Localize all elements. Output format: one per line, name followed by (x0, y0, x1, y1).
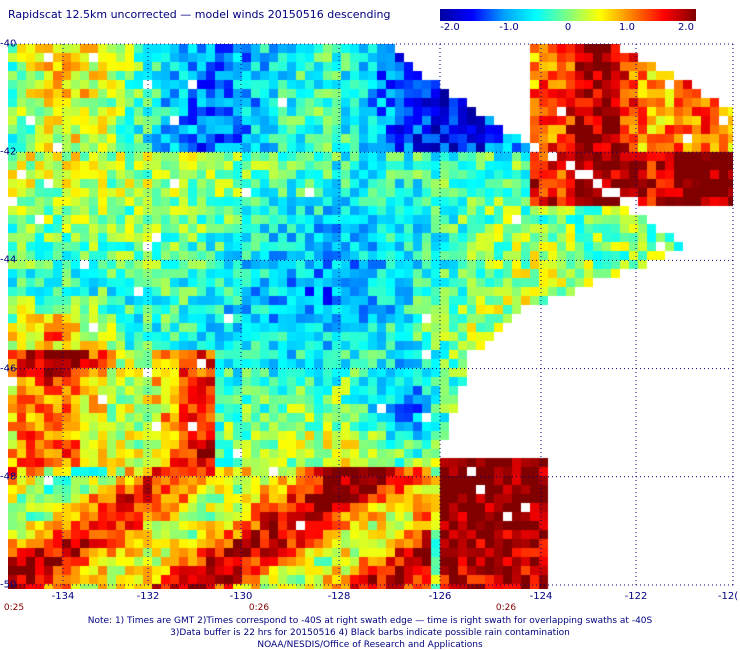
latitude-label: -48 (0, 471, 17, 483)
longitude-label: -132 (136, 591, 160, 602)
longitude-label: -134 (51, 591, 75, 602)
longitude-label: -12( (717, 591, 739, 602)
swath-time-label: 0:26 (495, 603, 517, 613)
note-line-2: 3)Data buffer is 22 hrs for 20150516 4) … (170, 628, 570, 638)
longitude-label: -126 (428, 591, 452, 602)
colorbar-tick-label: 1.0 (619, 22, 635, 33)
longitude-label: -128 (327, 591, 351, 602)
latitude-label: -44 (0, 254, 17, 266)
note-line-3: NOAA/NESDIS/Office of Research and Appli… (257, 640, 483, 650)
colorbar-tick-label: 2.0 (678, 22, 694, 33)
latitude-label: -42 (0, 146, 17, 158)
map-title: Rapidscat 12.5km uncorrected — model win… (8, 8, 391, 21)
latitude-label: -50 (0, 579, 17, 591)
latitude-label: -40 (0, 38, 17, 50)
colorbar-gradient (440, 9, 696, 21)
note-line-1: Note: 1) Times are GMT 2)Times correspon… (87, 616, 653, 626)
swath-time-label: 0:26 (248, 603, 270, 613)
longitude-label: -124 (529, 591, 553, 602)
latitude-label: -46 (0, 363, 17, 375)
colorbar-tick-label: 0 (564, 22, 572, 33)
longitude-label: -130 (229, 591, 253, 602)
longitude-label: -122 (624, 591, 648, 602)
colorbar-tick-label: -1.0 (499, 22, 519, 33)
swath-time-label: 0:25 (3, 603, 25, 613)
colorbar-tick-label: -2.0 (440, 22, 460, 33)
wind-difference-map (8, 44, 733, 589)
colorbar (440, 9, 696, 21)
